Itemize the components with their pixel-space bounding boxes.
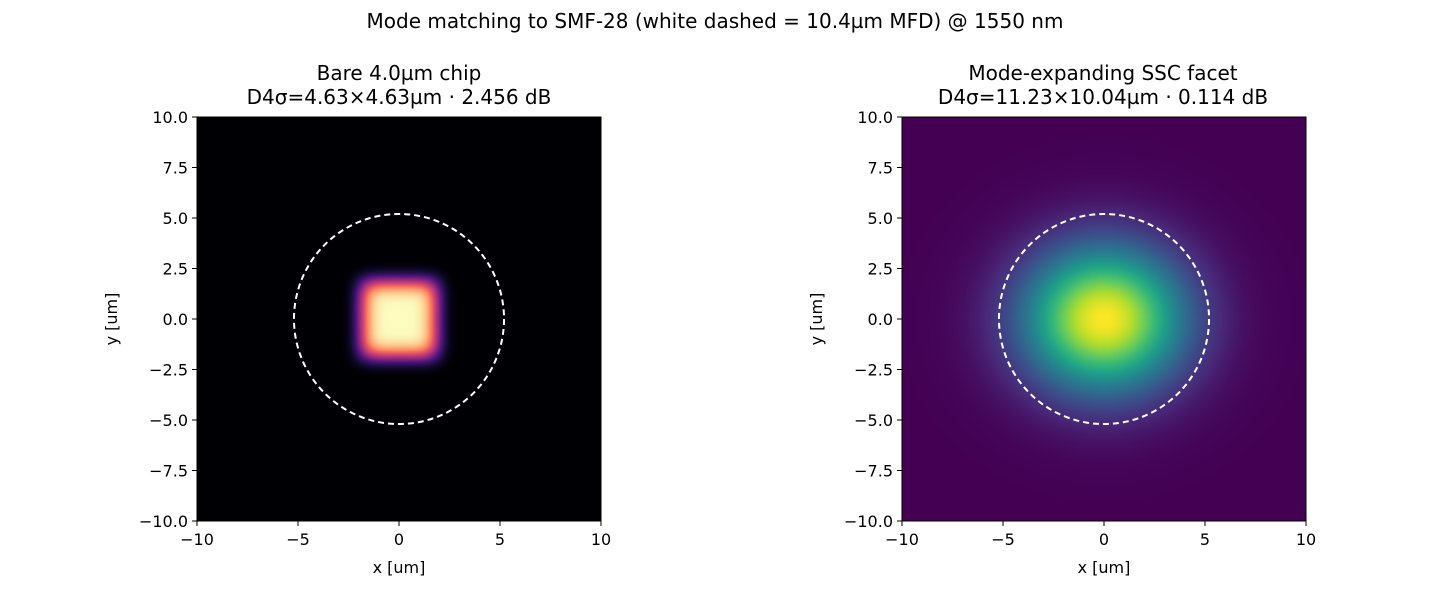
x-axis-label: x [um] [373, 558, 426, 577]
figure-suptitle: Mode matching to SMF-28 (white dashed = … [366, 9, 1064, 33]
y-tick-label: 7.5 [868, 159, 893, 178]
left-panel-title: Bare 4.0µm chip D4σ=4.63×4.63µm · 2.456 … [149, 61, 649, 109]
mode-intensity-map [902, 117, 1306, 521]
x-tick-label: −5 [286, 530, 310, 549]
x-tick-label: −10 [885, 530, 919, 549]
y-tick-label: −5.0 [854, 411, 893, 430]
right-panel-title-line2: D4σ=11.23×10.04µm · 0.114 dB [937, 85, 1269, 109]
right-panel-title-line1: Mode-expanding SSC facet [968, 61, 1238, 85]
x-tick-label: 10 [591, 530, 611, 549]
right-heatmap-panel: −10 −5 0 5 10 10.0 7.5 5.0 2.5 0.0 −2.5 −5.0 −7.5 −10… [807, 108, 1316, 577]
y-tick-label: 0.0 [868, 310, 893, 329]
x-tick-label: −5 [991, 530, 1015, 549]
y-tick-label: 5.0 [163, 209, 188, 228]
y-tick-label: −2.5 [149, 361, 188, 380]
y-tick-label: −10.0 [139, 512, 188, 531]
left-panel-title-line2: D4σ=4.63×4.63µm · 2.456 dB [246, 85, 552, 109]
left-panel-title-line1: Bare 4.0µm chip [316, 61, 482, 85]
y-tick-label: 2.5 [163, 260, 188, 279]
x-tick-label: 5 [1200, 530, 1210, 549]
y-tick-label: 0.0 [163, 310, 188, 329]
y-tick-label: 7.5 [163, 159, 188, 178]
fiber-mfd-circle [997, 212, 1211, 426]
y-tick-label: −2.5 [854, 361, 893, 380]
x-tick-label: 0 [1099, 530, 1109, 549]
x-tick-label: 0 [394, 530, 404, 549]
y-tick-label: 10.0 [152, 108, 188, 127]
x-tick-label: 10 [1296, 530, 1316, 549]
y-tick-label: 5.0 [868, 209, 893, 228]
y-tick-label: −7.5 [854, 462, 893, 481]
left-heatmap-panel: −10 −5 0 5 10 10.0 7.5 5.0 2.5 0.0 −2.5 −5.0 −7.5 −10… [102, 108, 611, 577]
y-tick-label: −10.0 [844, 512, 893, 531]
y-tick-label: 2.5 [868, 260, 893, 279]
y-tick-label: 10.0 [857, 108, 893, 127]
y-axis-label: y [um] [102, 293, 121, 346]
x-axis-label: x [um] [1078, 558, 1131, 577]
fiber-mfd-circle [292, 212, 506, 426]
x-tick-label: −10 [180, 530, 214, 549]
x-tick-label: 5 [495, 530, 505, 549]
mode-intensity-map [197, 117, 601, 521]
y-axis-label: y [um] [807, 293, 826, 346]
right-panel-title: Mode-expanding SSC facet D4σ=11.23×10.04… [853, 61, 1353, 109]
y-tick-label: −5.0 [149, 411, 188, 430]
y-tick-label: −7.5 [149, 462, 188, 481]
